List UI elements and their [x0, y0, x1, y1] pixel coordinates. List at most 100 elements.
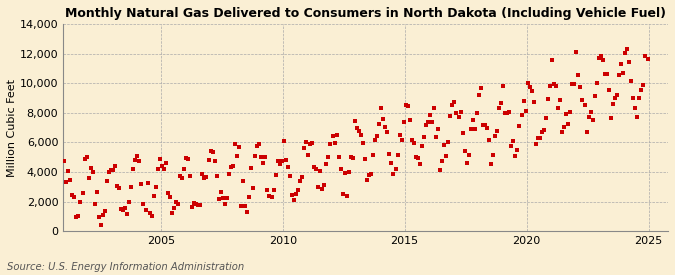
- Point: [213, 196, 224, 201]
- Point: [541, 115, 551, 120]
- Point: [138, 202, 149, 206]
- Point: [364, 173, 375, 177]
- Point: [608, 101, 618, 106]
- Point: [518, 99, 529, 104]
- Point: [400, 103, 411, 107]
- Point: [551, 84, 562, 88]
- Point: [171, 200, 182, 204]
- Point: [65, 178, 76, 183]
- Point: [524, 85, 535, 90]
- Point: [368, 153, 379, 158]
- Point: [185, 174, 196, 178]
- Point: [583, 115, 594, 119]
- Point: [455, 110, 466, 114]
- Point: [258, 161, 269, 166]
- Point: [410, 154, 421, 159]
- Point: [384, 152, 395, 157]
- Point: [632, 115, 643, 119]
- Point: [199, 176, 210, 180]
- Point: [217, 196, 228, 200]
- Point: [427, 120, 437, 125]
- Point: [487, 153, 498, 157]
- Point: [493, 106, 504, 110]
- Point: [522, 81, 533, 86]
- Point: [195, 203, 206, 208]
- Point: [526, 89, 537, 94]
- Point: [563, 122, 574, 127]
- Point: [321, 162, 332, 166]
- Point: [418, 135, 429, 139]
- Point: [130, 157, 141, 162]
- Point: [630, 106, 641, 110]
- Point: [433, 127, 443, 131]
- Point: [83, 176, 94, 180]
- Point: [225, 165, 236, 169]
- Point: [290, 191, 301, 196]
- Point: [292, 188, 303, 192]
- Point: [300, 139, 311, 144]
- Point: [620, 50, 630, 55]
- Point: [238, 179, 248, 183]
- Point: [406, 138, 417, 142]
- Point: [183, 157, 194, 161]
- Point: [134, 158, 145, 163]
- Point: [256, 155, 267, 159]
- Point: [288, 198, 299, 202]
- Point: [547, 58, 558, 63]
- Point: [439, 142, 450, 147]
- Point: [331, 133, 342, 138]
- Point: [614, 73, 624, 77]
- Point: [573, 73, 584, 77]
- Point: [280, 158, 291, 163]
- Point: [344, 170, 354, 175]
- Point: [520, 108, 531, 113]
- Point: [616, 62, 626, 66]
- Point: [197, 172, 208, 177]
- Point: [91, 190, 102, 194]
- Point: [581, 130, 592, 134]
- Point: [140, 208, 151, 213]
- Point: [597, 58, 608, 63]
- Point: [329, 141, 340, 145]
- Point: [404, 118, 415, 122]
- Point: [577, 98, 588, 102]
- Point: [634, 96, 645, 100]
- Point: [159, 166, 169, 171]
- Point: [181, 156, 192, 161]
- Point: [416, 144, 427, 149]
- Point: [107, 167, 118, 172]
- Point: [449, 100, 460, 104]
- Point: [489, 133, 500, 138]
- Point: [144, 211, 155, 215]
- Point: [304, 141, 315, 146]
- Point: [514, 123, 525, 128]
- Point: [240, 204, 250, 208]
- Point: [567, 82, 578, 86]
- Point: [453, 115, 464, 119]
- Point: [557, 130, 568, 134]
- Point: [610, 96, 620, 100]
- Point: [122, 212, 132, 216]
- Point: [603, 87, 614, 92]
- Point: [268, 188, 279, 192]
- Point: [146, 214, 157, 218]
- Point: [408, 141, 419, 145]
- Point: [465, 127, 476, 131]
- Point: [575, 85, 586, 89]
- Point: [512, 148, 523, 152]
- Point: [508, 139, 519, 143]
- Point: [642, 57, 653, 61]
- Point: [348, 156, 358, 160]
- Point: [163, 191, 173, 196]
- Point: [219, 201, 230, 206]
- Point: [151, 185, 161, 189]
- Point: [340, 170, 350, 175]
- Point: [111, 184, 122, 188]
- Point: [136, 182, 147, 186]
- Point: [502, 110, 513, 115]
- Point: [346, 155, 356, 159]
- Point: [221, 196, 232, 200]
- Point: [423, 119, 433, 124]
- Point: [506, 143, 517, 148]
- Point: [425, 113, 435, 117]
